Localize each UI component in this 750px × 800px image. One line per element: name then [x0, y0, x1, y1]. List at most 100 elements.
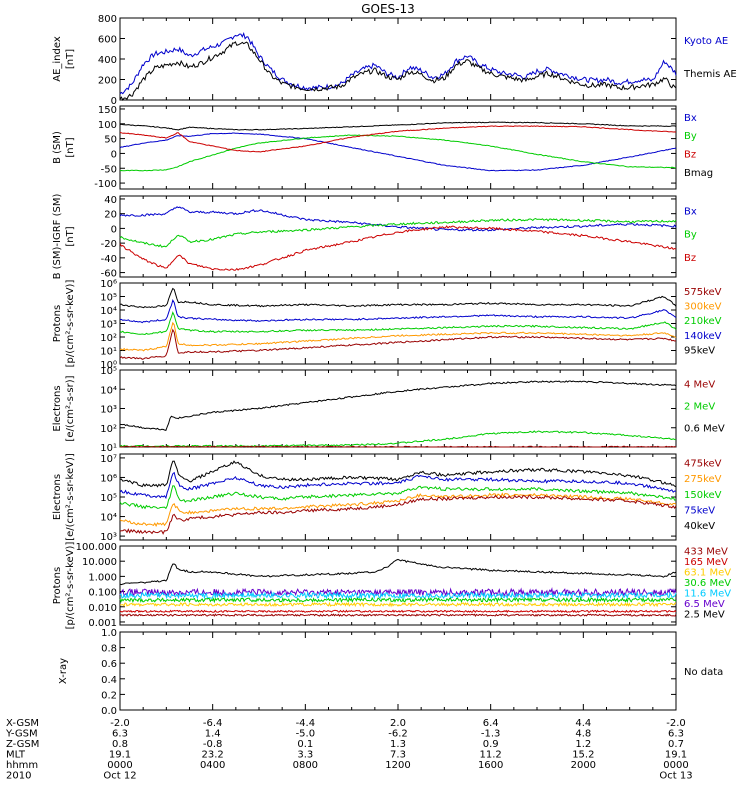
x-axis-value: -0.8 — [203, 739, 223, 750]
legend-label: 75keV — [684, 505, 715, 516]
series-bx — [119, 206, 677, 232]
legend-label: 275keV — [684, 474, 722, 485]
y-tick-label: 200 — [98, 76, 117, 87]
legend-label: 2.5 MeV — [684, 610, 725, 621]
x-axis-value: -5.0 — [296, 729, 316, 740]
legend-label: Bx — [684, 113, 697, 124]
x-axis-row-label: Z-GSM — [6, 739, 39, 750]
y-tick-label: 10⁰ — [100, 360, 117, 371]
x-axis-value: 11.2 — [480, 750, 502, 761]
y-tick-label: 10³ — [100, 320, 117, 331]
series-475kev — [119, 494, 677, 535]
y-tick-label: 10² — [100, 424, 117, 435]
series-63-1-mev — [119, 601, 677, 608]
y-tick-label: 10⁶ — [100, 279, 117, 290]
y-tick-label: 10⁴ — [100, 306, 117, 317]
x-axis-value: -1.3 — [481, 729, 501, 740]
y-tick-label: 10¹ — [100, 443, 117, 454]
x-axis-value: -4.4 — [296, 718, 316, 729]
y-tick-label: 150 — [98, 105, 117, 116]
y-tick-label: 400 — [98, 55, 117, 66]
x-axis-row-label: X-GSM — [6, 718, 39, 729]
x-axis-value: 0000 — [663, 760, 688, 771]
panel-frame — [119, 453, 677, 541]
series-4-mev — [119, 445, 677, 448]
legend-label: 30.6 MeV — [684, 578, 731, 589]
y-tick-label: -20 — [101, 239, 117, 250]
series-40kev — [119, 460, 677, 488]
y-tick-label: 0.8 — [101, 644, 117, 655]
y-tick-label: -50 — [101, 164, 117, 175]
x-axis-value: 19.1 — [109, 750, 131, 761]
y-tick-label: 100 — [98, 120, 117, 131]
y-tick-label: 0.010 — [88, 603, 117, 614]
y-tick-label: 40 — [104, 195, 117, 206]
legend-label: 40keV — [684, 521, 715, 532]
legend-label: 475keV — [684, 459, 722, 470]
y-tick-label: 10² — [100, 333, 117, 344]
y-tick-label: 0.100 — [88, 588, 117, 599]
x-axis-value: 7.3 — [390, 750, 406, 761]
x-axis-value: 15.2 — [572, 750, 594, 761]
y-tick-label: 0 — [111, 224, 117, 235]
x-axis-row-label: hhmm — [6, 760, 38, 771]
y-tick-label: 10¹ — [100, 347, 117, 358]
legend-label: 165 MeV — [684, 557, 728, 568]
x-axis-table: X-GSM -2.0 -6.4 -4.4 2.0 6.4 4.4 -2.0 Y-GSM 6.3 1.… — [5, 718, 693, 782]
y-tick-label: 0 — [111, 96, 117, 107]
y-tick-label: 10⁶ — [100, 473, 117, 484]
panel-protons2: 0.001 0.010 0.100 1.000 10.000 100.000 Protons… — [52, 542, 731, 630]
y-tick-label: 10⁵ — [100, 493, 117, 504]
x-axis-value: 0800 — [293, 760, 318, 771]
no-data-note: No data — [684, 667, 723, 678]
x-axis-value: 1600 — [478, 760, 503, 771]
x-axis-value: -6.2 — [388, 729, 408, 740]
panel-xray: 0.0 0.2 0.4 0.6 0.8 1.0 X-ray No data — [58, 628, 723, 717]
x-axis-value: -6.4 — [203, 718, 223, 729]
legend-label: Kyoto AE — [684, 36, 728, 47]
x-axis-value: 1200 — [385, 760, 410, 771]
y-tick-label: 0.6 — [101, 659, 117, 670]
panel-frame — [119, 195, 677, 278]
legend-label: By — [684, 230, 697, 241]
y-tick-label: 10⁵ — [100, 366, 117, 377]
legend-label: 2 MeV — [684, 402, 715, 413]
legend-label: 433 MeV — [684, 546, 728, 557]
legend-label: 140keV — [684, 331, 722, 342]
x-axis-value: 1.3 — [390, 739, 406, 750]
series-by — [119, 217, 677, 248]
series-575kev — [119, 328, 677, 360]
legend-label: 300keV — [684, 302, 722, 313]
panel-ae: 0 200 400 600 800 AE_index [nT] Kyoto AE Themis … — [52, 14, 737, 107]
y-tick-label: 10⁴ — [100, 513, 117, 524]
y-axis-label: [nT] — [65, 226, 76, 246]
series-bx — [119, 132, 677, 172]
y-axis-label: [e/(cm²-s-sr)] — [65, 375, 76, 441]
x-axis-value: 3.3 — [297, 750, 313, 761]
x-axis-value: 2000 — [571, 760, 596, 771]
x-axis-value: Oct 13 — [659, 771, 692, 782]
y-axis-label: [p/(cm²-s-sr-keV)] — [65, 542, 76, 630]
y-axis-label: Protons — [52, 305, 63, 342]
y-tick-label: 10.000 — [82, 557, 117, 568]
legend-label: Bx — [684, 207, 697, 218]
y-axis-label: [nT] — [65, 137, 76, 157]
x-axis-value: 0.8 — [112, 739, 128, 750]
panel-frame — [119, 17, 677, 101]
x-axis-value: 4.8 — [575, 729, 591, 740]
y-tick-label: 50 — [104, 135, 117, 146]
x-axis-value: 0000 — [107, 760, 132, 771]
x-axis-value: 0400 — [200, 760, 225, 771]
x-axis-value: 0.7 — [668, 739, 684, 750]
series-bz — [119, 125, 677, 153]
y-tick-label: 0.0 — [101, 706, 117, 717]
legend-label: Themis AE — [683, 69, 737, 80]
series-30-6-mev — [119, 596, 677, 604]
panel-bsm: -100 -50 0 50 100 150 B (SM) [nT] Bx By Bz Bmag — [52, 105, 713, 190]
y-axis-label: AE_index — [52, 36, 63, 82]
x-axis-value: 6.3 — [112, 729, 128, 740]
y-tick-label: 600 — [98, 35, 117, 46]
series-95kev — [119, 287, 677, 309]
